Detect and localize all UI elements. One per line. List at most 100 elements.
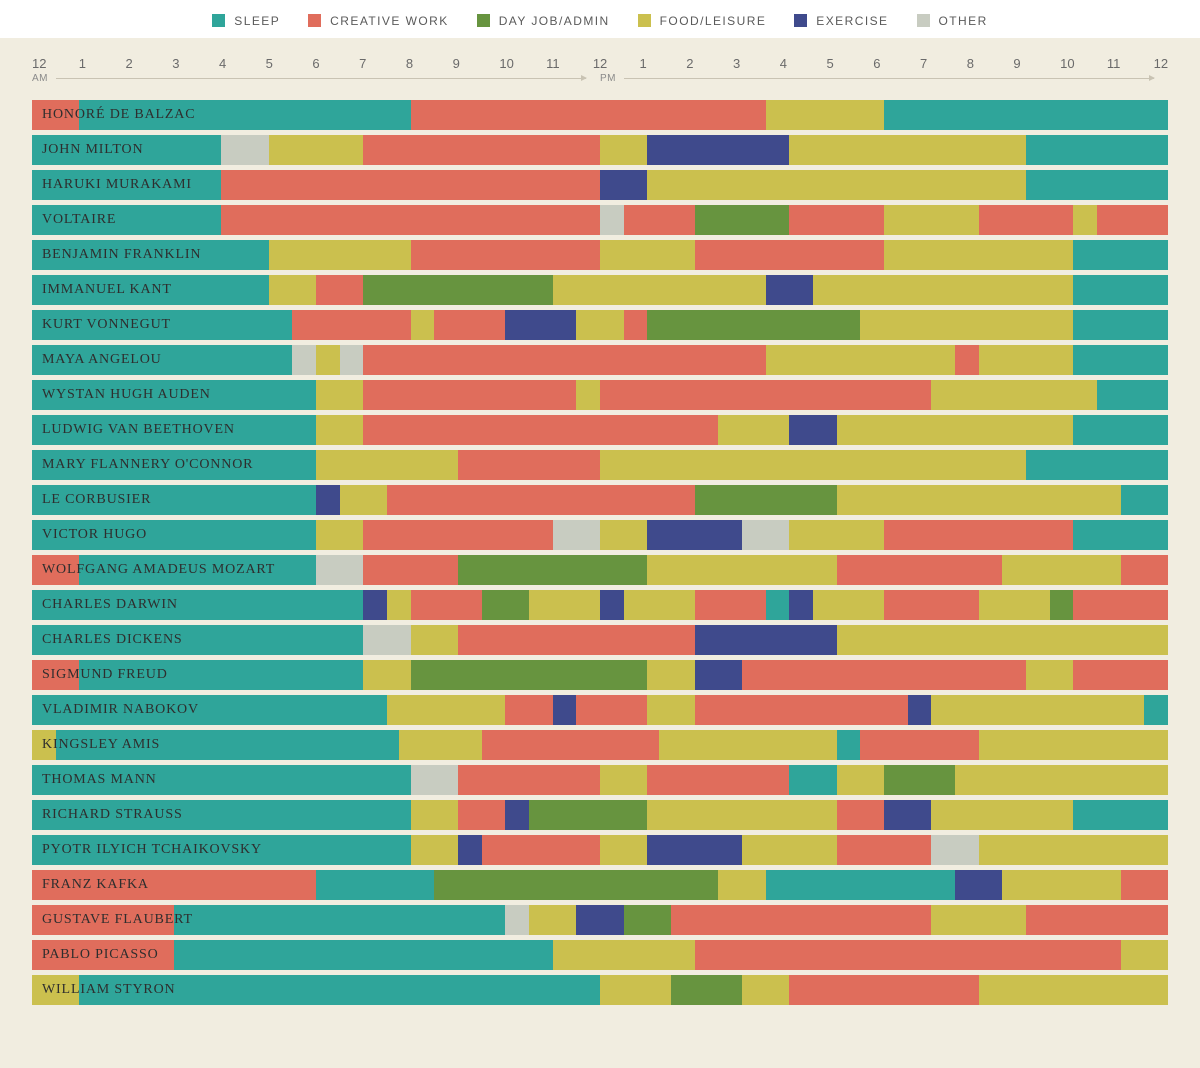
segment-exercise [884, 800, 931, 830]
timeline-row: HARUKI MURAKAMI [32, 170, 1168, 200]
segment-food [529, 905, 576, 935]
legend-item-other: OTHER [917, 14, 988, 28]
segment-creative [647, 765, 789, 795]
segment-other [931, 835, 978, 865]
segment-sleep [32, 520, 316, 550]
segment-creative [837, 835, 932, 865]
segment-other [553, 520, 600, 550]
segment-food [576, 310, 623, 340]
segment-food [931, 800, 1073, 830]
legend-swatch-creative [308, 14, 321, 27]
hour-label: 4 [219, 56, 266, 71]
timeline-row: PABLO PICASSO [32, 940, 1168, 970]
timeline-row: CHARLES DICKENS [32, 625, 1168, 655]
segment-food [860, 310, 1073, 340]
segment-creative [695, 590, 766, 620]
segment-creative [32, 555, 79, 585]
hour-label: 11 [1107, 56, 1154, 71]
segment-exercise [647, 835, 742, 865]
segment-sleep [32, 765, 411, 795]
segment-creative [458, 800, 505, 830]
segment-creative [458, 625, 695, 655]
segment-food [553, 940, 695, 970]
legend-item-exercise: EXERCISE [794, 14, 888, 28]
timeline-row: BENJAMIN FRANKLIN [32, 240, 1168, 270]
segment-sleep [32, 800, 411, 830]
segment-food [411, 800, 458, 830]
segment-creative [32, 905, 174, 935]
segment-food [1002, 870, 1120, 900]
segment-creative [1097, 205, 1168, 235]
segment-food [269, 240, 411, 270]
segment-sleep [1121, 485, 1168, 515]
legend-label-creative: CREATIVE WORK [330, 14, 449, 28]
timeline-row: LE CORBUSIER [32, 485, 1168, 515]
hour-label: 3 [172, 56, 219, 71]
segment-creative [600, 380, 931, 410]
segment-food [931, 380, 1097, 410]
segment-sleep [1073, 800, 1168, 830]
timeline-row: VOLTAIRE [32, 205, 1168, 235]
segment-exercise [695, 625, 837, 655]
segment-food [647, 170, 1026, 200]
timeline-row: HONORÉ DE BALZAC [32, 100, 1168, 130]
segment-food [600, 240, 695, 270]
segment-exercise [647, 520, 742, 550]
segment-sleep [884, 100, 1168, 130]
segment-exercise [908, 695, 932, 725]
timeline-row: MARY FLANNERY O'CONNOR [32, 450, 1168, 480]
segment-creative [411, 100, 766, 130]
segment-sleep [1097, 380, 1168, 410]
segment-creative [884, 590, 979, 620]
segment-exercise [600, 590, 624, 620]
segment-creative [458, 450, 600, 480]
segment-food [411, 625, 458, 655]
segment-food [647, 660, 694, 690]
legend: SLEEPCREATIVE WORKDAY JOB/ADMINFOOD/LEIS… [0, 0, 1200, 38]
hour-label: 9 [453, 56, 500, 71]
segment-food [269, 275, 316, 305]
timeline-row: JOHN MILTON [32, 135, 1168, 165]
segment-food [647, 800, 836, 830]
segment-creative [695, 240, 884, 270]
segment-food [316, 345, 340, 375]
segment-exercise [789, 415, 836, 445]
segment-food [837, 415, 1074, 445]
timeline-row: MAYA ANGELOU [32, 345, 1168, 375]
segment-exercise [363, 590, 387, 620]
segment-food [766, 100, 884, 130]
segment-creative [316, 275, 363, 305]
timeline-row: LUDWIG VAN BEETHOVEN [32, 415, 1168, 445]
segment-food [837, 765, 884, 795]
segment-creative [387, 485, 695, 515]
segment-food [979, 835, 1168, 865]
segment-food [600, 135, 647, 165]
pm-axis-arrow [624, 78, 1154, 79]
segment-food [647, 695, 694, 725]
segment-sleep [1073, 415, 1168, 445]
legend-swatch-food [638, 14, 651, 27]
legend-label-exercise: EXERCISE [816, 14, 888, 28]
segment-creative [434, 310, 505, 340]
hour-label: 6 [312, 56, 359, 71]
segment-dayjob [482, 590, 529, 620]
legend-label-food: FOOD/LEISURE [660, 14, 767, 28]
segment-exercise [505, 310, 576, 340]
segment-food [766, 345, 955, 375]
timeline-row: WOLFGANG AMADEUS MOZART [32, 555, 1168, 585]
segment-creative [363, 135, 600, 165]
segment-creative [411, 240, 600, 270]
hour-label: 10 [499, 56, 546, 71]
segment-sleep [174, 940, 553, 970]
segment-creative [505, 695, 552, 725]
segment-food [576, 380, 600, 410]
timeline-rows: HONORÉ DE BALZAC JOHN MILTON HARUKI MURAKA… [0, 100, 1200, 1034]
hour-label: 7 [920, 56, 967, 71]
segment-sleep [1073, 345, 1168, 375]
segment-sleep [1026, 135, 1168, 165]
segment-sleep [79, 100, 410, 130]
segment-dayjob [671, 975, 742, 1005]
legend-swatch-sleep [212, 14, 225, 27]
segment-food [411, 310, 435, 340]
segment-dayjob [458, 555, 647, 585]
